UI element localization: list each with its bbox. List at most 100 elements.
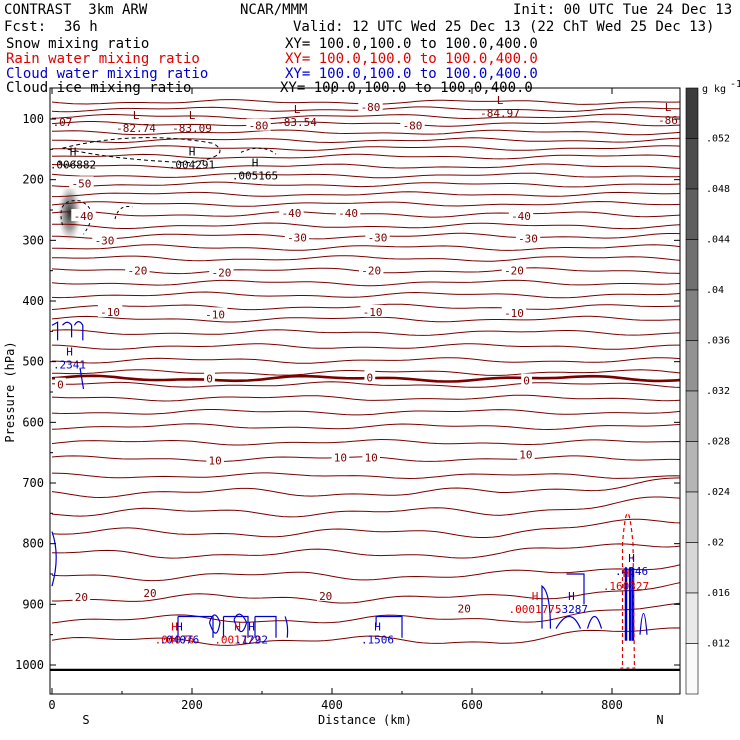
temperature-contour-label: -40 [338, 207, 358, 220]
temperature-contour-label: 0 [523, 374, 530, 387]
temperature-isoline [51, 153, 680, 160]
extremum-marker: H [248, 620, 255, 633]
y-tick-label: 200 [22, 173, 44, 187]
temperature-contour-label: -80 [361, 101, 381, 114]
contour-label-bg [141, 585, 159, 598]
temperature-isoline [51, 181, 680, 188]
extremum-value: .4546 [615, 565, 648, 578]
colorbar-label: .048 [706, 184, 730, 195]
extremum-marker: H [623, 567, 630, 580]
fcst-value: 36 h [64, 19, 98, 35]
temperature-isoline [51, 423, 680, 431]
contour-label-bg [72, 590, 91, 603]
contour-label-bg [455, 601, 474, 614]
temperature-contour-label: 10 [334, 452, 347, 465]
colorbar-label: .04 [706, 285, 724, 296]
y-tick-label: 400 [22, 294, 44, 308]
contour-label-bg [125, 263, 150, 276]
snow-contour [62, 137, 221, 164]
temperature-contour-label: -30 [95, 234, 115, 247]
temperature-isoline [51, 163, 680, 170]
cloud-water-contour [208, 614, 221, 634]
extremum-marker: H [234, 620, 241, 633]
init-time: Init: 00 UTC Tue 24 Dec 13 [513, 2, 733, 18]
extremum-marker: H [252, 156, 259, 169]
colorbar-bin [685, 643, 699, 695]
direction-north: N [656, 713, 663, 727]
legend-rain-xy: XY= 100.0,100.0 to 100.0,400.0 [285, 51, 538, 67]
temperature-isoline [51, 472, 680, 480]
contour-label-bg [69, 176, 94, 189]
temperature-contour-label: 10 [365, 452, 378, 465]
colorbar-bin [685, 390, 699, 442]
temperature-contour-label: -20 [361, 265, 381, 278]
legend-snow-name: Snow mixing ratio [6, 36, 150, 52]
y-tick-label: 600 [22, 415, 44, 429]
plot-frame [49, 87, 681, 695]
y-tick-label: 300 [22, 233, 44, 247]
temperature-isoline [51, 343, 680, 350]
colorbar-label: .044 [706, 235, 730, 246]
temperature-isoline [51, 315, 680, 323]
colorbar-bin [685, 239, 699, 291]
colorbar-label: .024 [706, 487, 730, 498]
extremum-value: -84.97 [480, 107, 520, 120]
temperature-contour-label: -10 [504, 307, 524, 320]
cloud-water-contour [222, 615, 249, 638]
colorbar-unit: g kg [702, 84, 726, 95]
x-tick-label: 0 [48, 698, 55, 712]
extremum-marker: H [176, 620, 183, 633]
contour-label-bg [202, 307, 228, 320]
temperature-isoline [51, 145, 680, 151]
contour-label-bg [246, 118, 271, 131]
colorbar-label: .032 [706, 386, 730, 397]
contour-label-bg [206, 453, 224, 466]
colorbar-label: .02 [706, 538, 724, 549]
temperature-isoline [51, 477, 680, 499]
temperature-isoline [51, 394, 680, 402]
direction-south: S [82, 713, 89, 727]
temperature-contour-label: -10 [100, 306, 120, 319]
y-tick-label: 100 [22, 112, 44, 126]
contour-label-bg [335, 206, 361, 219]
temperature-contour-label: -10 [363, 306, 383, 319]
run-title: CONTRAST 3km ARW [4, 2, 148, 18]
temperature-isoline [51, 409, 680, 416]
colorbar-bin [685, 592, 699, 644]
colorbar-label: .028 [706, 437, 730, 448]
org-title: NCAR/MMM [240, 2, 308, 18]
legend-cloud-water-name: Cloud water mixing ratio [6, 66, 209, 82]
contour-label-bg [358, 99, 383, 112]
temperature-isoline [51, 129, 680, 136]
contour-label-bg [209, 265, 234, 278]
temperature-contour-label: -40 [74, 210, 94, 223]
contour-label-bg [515, 231, 541, 244]
colorbar-bin [685, 188, 699, 240]
contour-label-bg [364, 370, 376, 383]
x-tick-label: 200 [181, 698, 203, 712]
extremum-marker: L [133, 109, 140, 122]
temperature-contour-label: -20 [127, 265, 147, 278]
extremum-marker: H [374, 620, 381, 633]
extremum-value: .07 [53, 116, 73, 129]
temperature-isoline [51, 113, 680, 120]
extremum-value: .3287 [555, 603, 588, 616]
y-axis-label: Pressure (hPa) [3, 341, 17, 442]
valid-time: Valid: 12 UTC Wed 25 Dec 13 (22 ChT Wed … [293, 19, 715, 35]
temperature-contour-label: 20 [143, 587, 156, 600]
cloud-ice-shading [57, 183, 82, 244]
colorbar-label: .016 [706, 588, 730, 599]
contour-label-bg [360, 304, 385, 317]
extremum-value: .160327 [603, 580, 649, 593]
x-tick-label: 400 [321, 698, 343, 712]
temperature-isoline [51, 244, 680, 251]
cloud-water-contour [233, 613, 248, 633]
temperature-isoline [51, 222, 680, 230]
extremum-marker: H [532, 590, 539, 603]
extremum-marker: L [497, 94, 504, 107]
legend-snow-xy: XY= 100.0,100.0 to 100.0,400.0 [285, 36, 538, 52]
contour-label-bg [331, 450, 350, 463]
extremum-value: -83.09 [172, 122, 212, 135]
temperature-isoline [51, 121, 680, 127]
